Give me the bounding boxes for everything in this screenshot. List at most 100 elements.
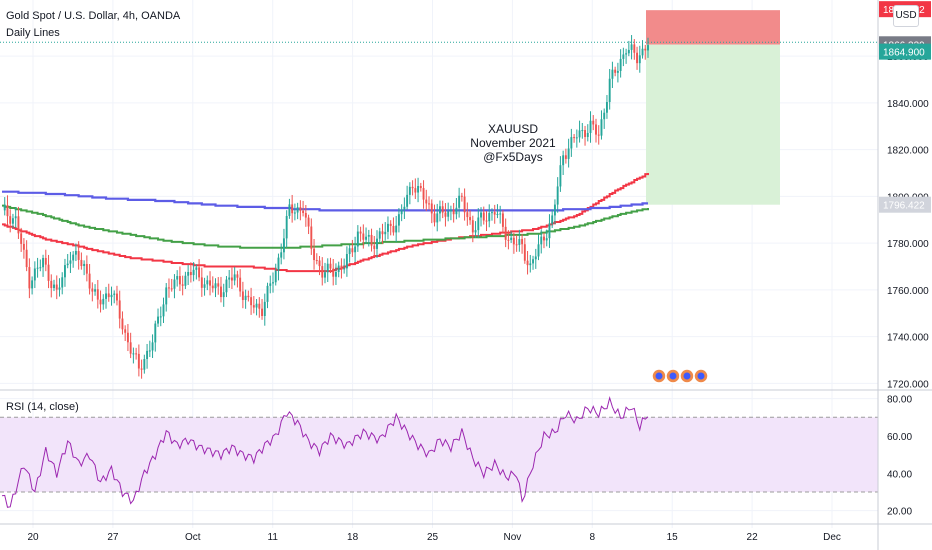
candle-body [436, 213, 439, 223]
candle-body [124, 329, 127, 333]
time-tick-label: 25 [427, 532, 439, 543]
candle-body [616, 70, 619, 73]
candle-body [277, 257, 280, 271]
candle-body [28, 267, 31, 289]
candle-body [367, 234, 370, 237]
annotation-date: November 2021 [470, 136, 556, 150]
candle-body [200, 277, 203, 288]
candle-body [370, 234, 373, 246]
candle-body [411, 186, 414, 189]
candle-body [269, 283, 272, 286]
candle-body [504, 226, 507, 240]
candle-body [3, 205, 6, 211]
candle-body [211, 285, 214, 289]
candle-body [11, 218, 14, 224]
candle-body [241, 291, 244, 301]
price-tick-label: 1720.000 [887, 379, 929, 390]
candle-body [140, 368, 143, 370]
candle-body [299, 207, 302, 211]
time-tick-label: Dec [823, 532, 841, 543]
candle-body [433, 213, 436, 223]
candle-body [573, 137, 576, 139]
candle-body [77, 251, 80, 260]
candle-body [110, 294, 113, 298]
candle-body [471, 220, 474, 233]
candle-body [61, 277, 64, 288]
candle-body [419, 185, 422, 189]
candle-body [121, 318, 124, 330]
time-tick-label: 15 [667, 532, 679, 543]
candle-body [228, 277, 231, 280]
candle-body [625, 53, 628, 55]
annotation-author: @Fx5Days [483, 150, 543, 164]
rsi-tick-label: 20.00 [887, 507, 912, 518]
flag-event-icon-center [683, 372, 691, 380]
candle-body [239, 277, 242, 292]
candle-body [206, 280, 209, 285]
candle-body [485, 220, 488, 222]
price-tick-label: 1820.000 [887, 146, 929, 157]
candle-body [425, 199, 428, 204]
currency-button[interactable]: USD [893, 5, 919, 27]
time-tick-label: 22 [747, 532, 759, 543]
candle-body [143, 359, 146, 370]
candle-body [214, 283, 217, 289]
take-profit-zone [646, 44, 780, 205]
candle-body [329, 263, 332, 269]
stop-loss-zone [646, 10, 780, 45]
candle-body [354, 246, 357, 253]
candle-body [521, 239, 524, 245]
flag-event-icon-center [655, 372, 663, 380]
daily-line-red [2, 172, 649, 273]
candle-body [209, 280, 211, 286]
candle-body [600, 119, 603, 136]
indicator-label[interactable]: Daily Lines [6, 27, 60, 39]
candle-body [447, 211, 450, 217]
candle-body [636, 52, 639, 64]
candle-body [444, 212, 447, 217]
candle-body [83, 263, 86, 267]
candle-body [477, 217, 480, 231]
candle-body [50, 280, 53, 289]
candle-body [315, 260, 318, 262]
candle-body [332, 268, 335, 277]
entry-price-badge-text: 1864.900 [883, 48, 925, 59]
candle-body [581, 130, 584, 132]
candle-body [403, 206, 406, 210]
candle-body [395, 225, 398, 233]
candle-body [337, 265, 340, 273]
rsi-line [1, 396, 649, 508]
candle-body [102, 298, 105, 305]
rsi-tick-label: 40.00 [887, 469, 912, 480]
candle-body [386, 223, 389, 232]
candle-body [58, 287, 61, 290]
candle-body [55, 284, 58, 290]
candle-body [400, 209, 403, 215]
candle-body [553, 204, 556, 216]
rsi-label[interactable]: RSI (14, close) [6, 401, 79, 413]
candle-body [559, 165, 562, 187]
candle-body [381, 231, 384, 235]
candle-body [458, 195, 461, 208]
candle-body [96, 289, 99, 300]
candle-body [491, 212, 493, 214]
candle-body [296, 207, 299, 213]
candle-body [247, 295, 250, 298]
time-tick-label: 8 [590, 532, 596, 543]
price-tick-label: 1780.000 [887, 239, 929, 250]
candle-body [564, 155, 567, 159]
candle-body [537, 244, 540, 257]
candle-body [189, 272, 192, 276]
candle-body [250, 297, 253, 306]
time-tick-label: 18 [347, 532, 359, 543]
candle-body [482, 212, 485, 221]
time-tick-label: 20 [27, 532, 39, 543]
candle-body [384, 231, 387, 235]
candle-body [567, 148, 570, 159]
candle-body [302, 210, 305, 214]
candle-body [605, 102, 608, 113]
candle-body [307, 217, 310, 227]
candle-body [356, 231, 359, 247]
candle-body [66, 263, 69, 266]
candle-body [44, 257, 47, 265]
